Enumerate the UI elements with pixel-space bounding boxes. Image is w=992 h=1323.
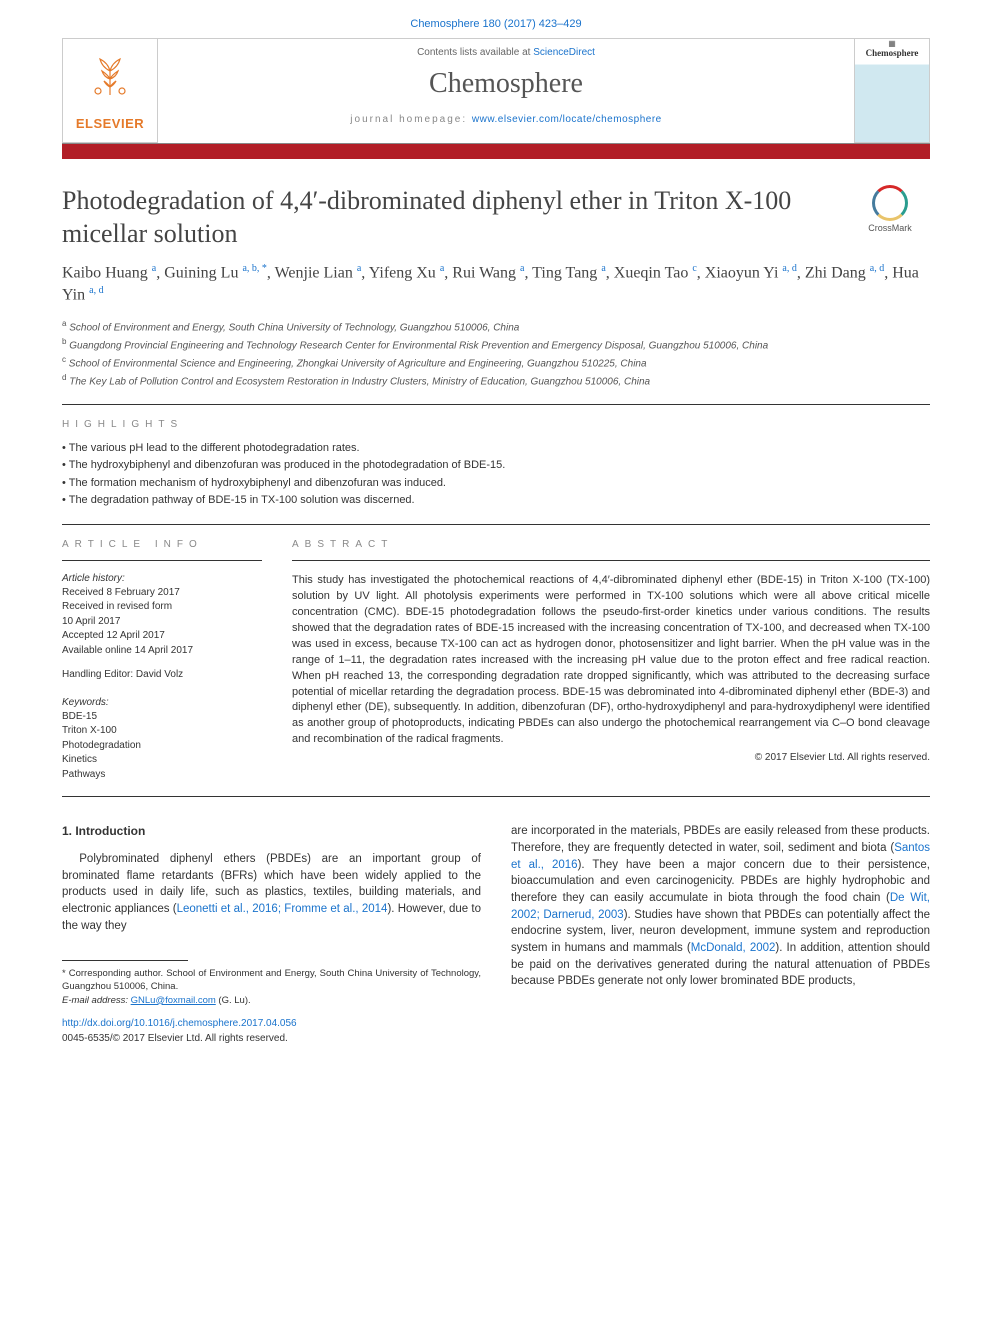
journal-header: ELSEVIER Contents lists available at Sci… [62, 38, 930, 143]
publisher-name: ELSEVIER [76, 116, 144, 131]
intro-paragraph-2: are incorporated in the materials, PBDEs… [511, 823, 930, 990]
corresponding-author-note: * Corresponding author. School of Enviro… [62, 967, 481, 994]
sciencedirect-link[interactable]: ScienceDirect [533, 47, 595, 58]
journal-cover: ▦ Chemosphere [854, 39, 930, 143]
crossmark-icon [872, 185, 908, 221]
email-line: E-mail address: GNLu@foxmail.com (G. Lu)… [62, 994, 481, 1007]
article-info-label: ARTICLE INFO [62, 539, 262, 550]
history-title: Article history: [62, 573, 262, 584]
contents-prefix: Contents lists available at [417, 47, 533, 58]
cover-title: Chemosphere [855, 48, 929, 58]
authors-line: Kaibo Huang a, Guining Lu a, b, *, Wenji… [62, 262, 930, 306]
article-title: Photodegradation of 4,4′-dibrominated di… [62, 185, 838, 250]
intro-heading: 1. Introduction [62, 823, 481, 840]
article-info-col: ARTICLE INFO Article history: Received 8… [62, 539, 262, 783]
crossmark-label: CrossMark [850, 223, 930, 233]
abstract-rule [292, 560, 930, 561]
body-col-right: are incorporated in the materials, PBDEs… [511, 823, 930, 1046]
homepage-line: journal homepage: www.elsevier.com/locat… [158, 114, 854, 125]
info-rule [62, 560, 262, 561]
affiliations-block: a School of Environment and Energy, Sout… [62, 318, 930, 389]
elsevier-tree-icon [88, 51, 132, 105]
homepage-link[interactable]: www.elsevier.com/locate/chemosphere [472, 114, 662, 125]
header-center: Contents lists available at ScienceDirec… [158, 39, 854, 143]
handling-editor: Handling Editor: David Volz [62, 668, 262, 683]
highlights-label: HIGHLIGHTS [62, 419, 930, 430]
email-label: E-mail address: [62, 995, 128, 1006]
elsevier-logo: ELSEVIER [62, 39, 158, 143]
body-col-left: 1. Introduction Polybrominated diphenyl … [62, 823, 481, 1046]
rule-1 [62, 404, 930, 405]
homepage-prefix: journal homepage: [350, 114, 472, 125]
main-content: Photodegradation of 4,4′-dibrominated di… [0, 159, 992, 1046]
rule-2 [62, 524, 930, 525]
body-columns: 1. Introduction Polybrominated diphenyl … [62, 823, 930, 1046]
rule-3 [62, 796, 930, 797]
keywords-body: BDE-15Triton X-100PhotodegradationKineti… [62, 710, 262, 783]
keywords-title: Keywords: [62, 697, 262, 708]
intro-paragraph-1: Polybrominated diphenyl ethers (PBDEs) a… [62, 851, 481, 934]
history-body: Received 8 February 2017Received in revi… [62, 586, 262, 659]
abstract-label: ABSTRACT [292, 539, 930, 550]
red-divider-bar [62, 143, 930, 159]
footnotes: * Corresponding author. School of Enviro… [62, 967, 481, 1007]
cover-glyph-icon: ▦ [855, 39, 929, 48]
email-attribution: (G. Lu). [218, 995, 250, 1006]
journal-name: Chemosphere [158, 68, 854, 100]
highlights-list: The various pH lead to the different pho… [62, 440, 930, 510]
info-abstract-row: ARTICLE INFO Article history: Received 8… [62, 539, 930, 783]
doi-link[interactable]: http://dx.doi.org/10.1016/j.chemosphere.… [62, 1017, 481, 1032]
footnote-rule [62, 960, 188, 961]
contents-available-line: Contents lists available at ScienceDirec… [158, 47, 854, 58]
title-row: Photodegradation of 4,4′-dibrominated di… [62, 185, 930, 250]
email-link[interactable]: GNLu@foxmail.com [131, 995, 216, 1006]
abstract-copyright: © 2017 Elsevier Ltd. All rights reserved… [292, 752, 930, 763]
crossmark-badge[interactable]: CrossMark [850, 185, 930, 233]
issn-copyright: 0045-6535/© 2017 Elsevier Ltd. All right… [62, 1032, 481, 1047]
abstract-text: This study has investigated the photoche… [292, 573, 930, 748]
abstract-col: ABSTRACT This study has investigated the… [292, 539, 930, 783]
citation-line: Chemosphere 180 (2017) 423–429 [0, 0, 992, 38]
